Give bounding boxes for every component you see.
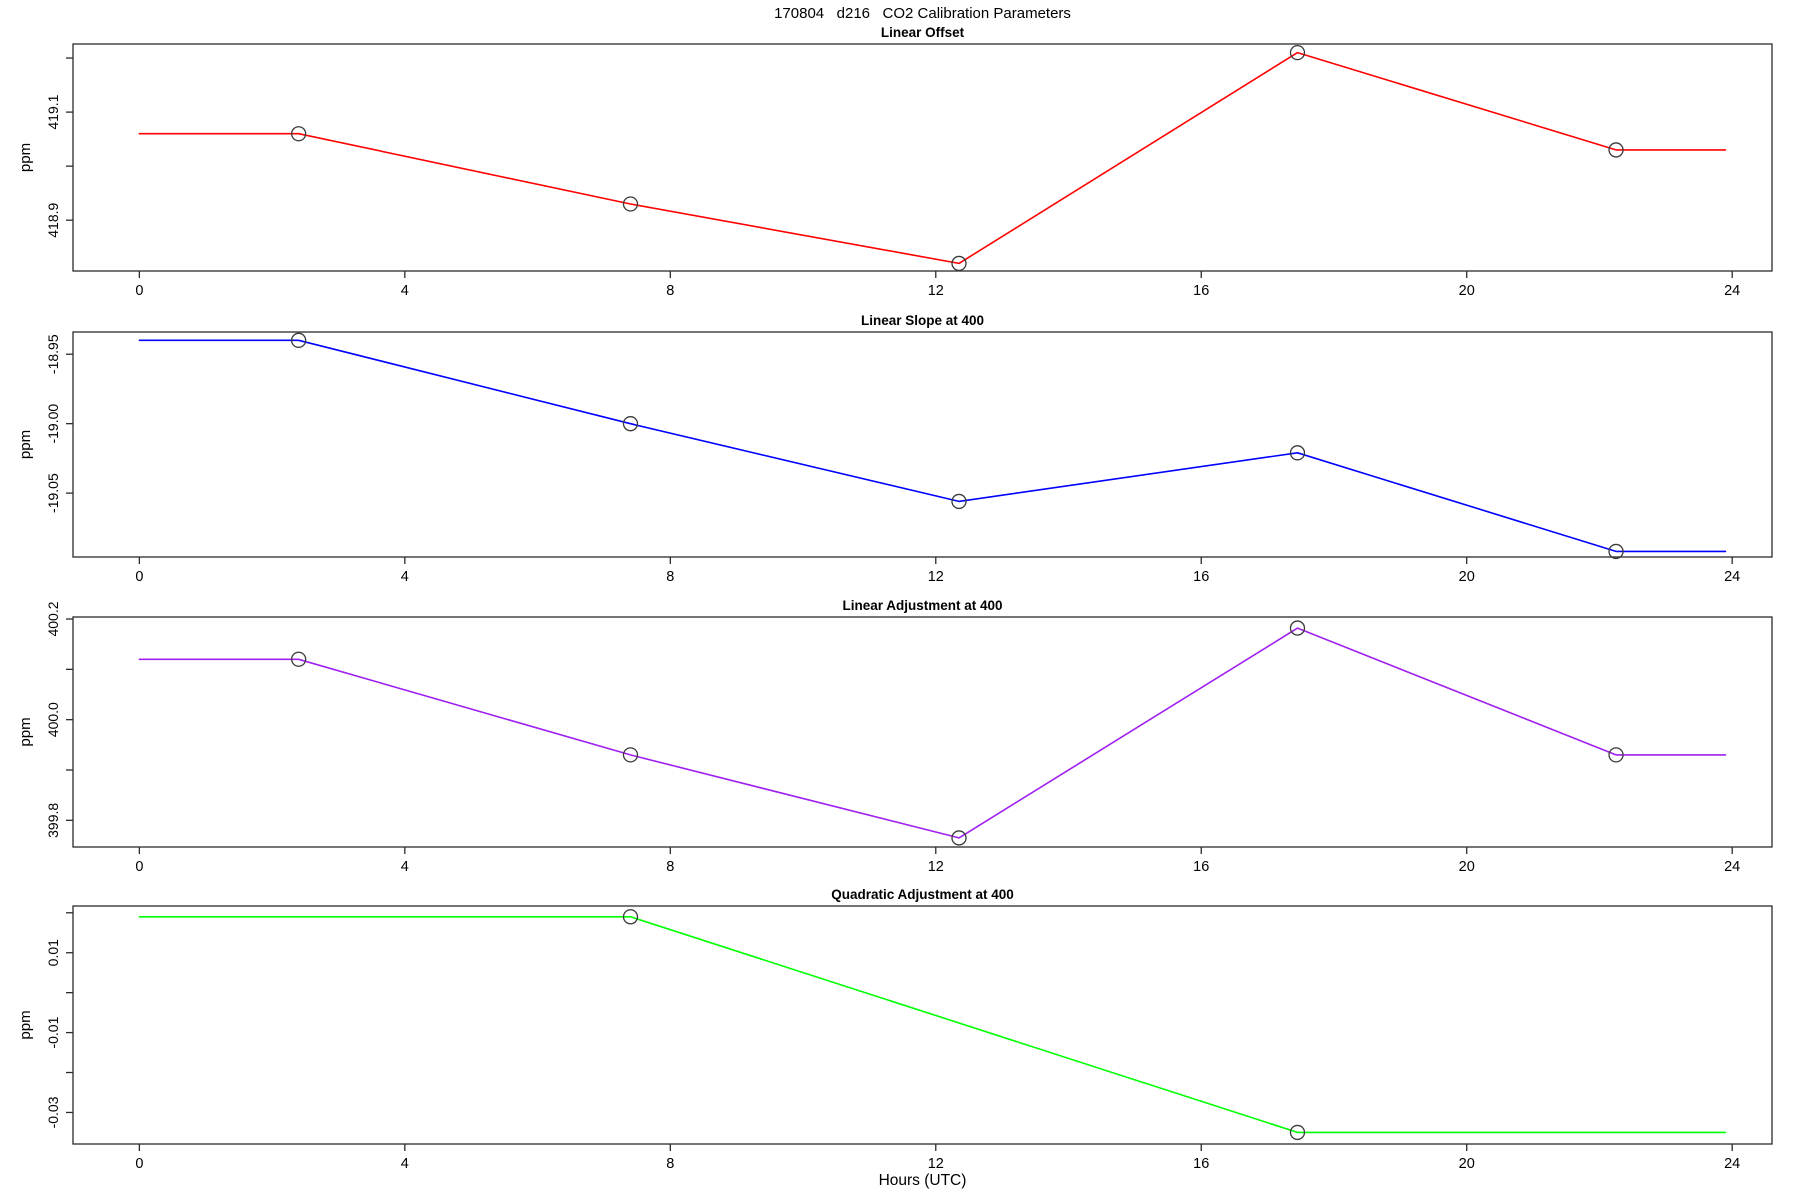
x-tick-label: 4 <box>401 569 409 585</box>
plot-box <box>72 905 1773 1145</box>
data-point <box>622 196 639 212</box>
y-tick-label: 400.2 <box>45 601 61 636</box>
data-point <box>1608 543 1624 560</box>
y-tick-label: 419.1 <box>45 94 61 129</box>
x-tick-label: 12 <box>928 569 944 585</box>
x-tick-label: 20 <box>1459 283 1475 299</box>
y-tick-label: -18.95 <box>45 334 61 374</box>
panel-plot: Quadratic Adjustment at 400 -0.03 -0.01 0.0… <box>17 887 1773 1172</box>
data-point <box>622 747 639 763</box>
data-line <box>138 627 1727 839</box>
data-point <box>622 909 639 925</box>
y-tick-label: 0.01 <box>45 939 61 966</box>
plot-box <box>72 331 1773 558</box>
data-point <box>1289 620 1306 636</box>
x-tick-label: 12 <box>928 1156 944 1172</box>
x-tick-label: 8 <box>666 569 674 585</box>
data-point <box>1608 747 1624 763</box>
x-tick-label: 0 <box>135 283 143 299</box>
y-axis-title: ppm <box>17 717 34 746</box>
y-tick-label: -19.00 <box>45 404 61 444</box>
y-tick-label: 418.9 <box>45 202 61 237</box>
panel-plot: Linear Slope at 400 -19.05 -19.00 -18.95 ppm… <box>17 313 1773 585</box>
x-tick-label: 4 <box>401 1156 409 1172</box>
panel-title: Quadratic Adjustment at 400 <box>831 887 1014 902</box>
panel-plot: Linear Offset 418.9 419.1 ppm 0 4 8 12 16 20 24 <box>17 25 1773 299</box>
y-axis-title: ppm <box>17 430 34 459</box>
y-axis-title: ppm <box>17 1010 34 1039</box>
x-tick-label: 8 <box>666 283 674 299</box>
x-tick-label: 16 <box>1193 569 1209 585</box>
data-point <box>290 332 307 348</box>
data-point <box>1289 445 1306 461</box>
x-tick-label: 12 <box>928 859 944 875</box>
x-tick-label: 20 <box>1459 1156 1475 1172</box>
x-tick-label: 4 <box>401 283 409 299</box>
x-tick-label: 8 <box>666 859 674 875</box>
data-point <box>951 830 967 846</box>
x-tick-label: 20 <box>1459 569 1475 585</box>
y-tick-label: -19.05 <box>45 473 61 513</box>
x-tick-label: 24 <box>1724 859 1740 875</box>
x-tick-label: 24 <box>1724 1156 1740 1172</box>
x-tick-label: 12 <box>928 283 944 299</box>
x-tick-label: 0 <box>135 859 143 875</box>
data-point <box>622 416 639 432</box>
panel-title: Linear Adjustment at 400 <box>842 598 1002 613</box>
x-axis-title: Hours (UTC) <box>878 1172 967 1189</box>
panel-title: Linear Slope at 400 <box>861 313 984 328</box>
data-point <box>1289 1124 1306 1141</box>
panel-linear-adjustment: Linear Adjustment at 400 399.8 400.0 400.2 p… <box>0 587 1800 885</box>
panel-quadratic-adjustment: Quadratic Adjustment at 400 -0.03 -0.01 0.0… <box>0 876 1800 1182</box>
y-tick-label: -0.01 <box>45 1016 61 1048</box>
x-tick-label: 0 <box>135 1156 143 1172</box>
data-line <box>138 915 1727 1134</box>
x-tick-label: 24 <box>1724 569 1740 585</box>
plot-box <box>72 616 1773 848</box>
x-tick-label: 20 <box>1459 859 1475 875</box>
data-line <box>138 339 1727 553</box>
panel-linear-slope: Linear Slope at 400 -19.05 -19.00 -18.95 ppm… <box>0 302 1800 595</box>
y-tick-label: -0.03 <box>45 1096 61 1128</box>
plot-box <box>72 43 1773 272</box>
x-tick-label: 16 <box>1193 859 1209 875</box>
x-tick-label: 24 <box>1724 283 1740 299</box>
figure-title: 170804 d216 CO2 Calibration Parameters <box>774 5 1071 22</box>
data-point <box>290 126 307 142</box>
panel-title: Linear Offset <box>881 25 965 40</box>
data-point <box>290 651 307 667</box>
data-line <box>138 51 1727 265</box>
data-point <box>951 255 967 272</box>
panel-plot: Linear Adjustment at 400 399.8 400.0 400.2 p… <box>17 598 1773 875</box>
y-tick-label: 400.0 <box>45 702 61 737</box>
x-tick-label: 4 <box>401 859 409 875</box>
panel-linear-offset: Linear Offset 418.9 419.1 ppm 0 4 8 12 16 20 24 <box>0 14 1800 309</box>
data-point <box>1608 142 1624 158</box>
data-point <box>1289 44 1306 61</box>
y-tick-label: 399.8 <box>45 803 61 838</box>
x-tick-label: 8 <box>666 1156 674 1172</box>
data-point <box>951 493 967 510</box>
y-axis-title: ppm <box>17 143 34 172</box>
x-tick-label: 0 <box>135 569 143 585</box>
x-tick-label: 16 <box>1193 1156 1209 1172</box>
x-tick-label: 16 <box>1193 283 1209 299</box>
